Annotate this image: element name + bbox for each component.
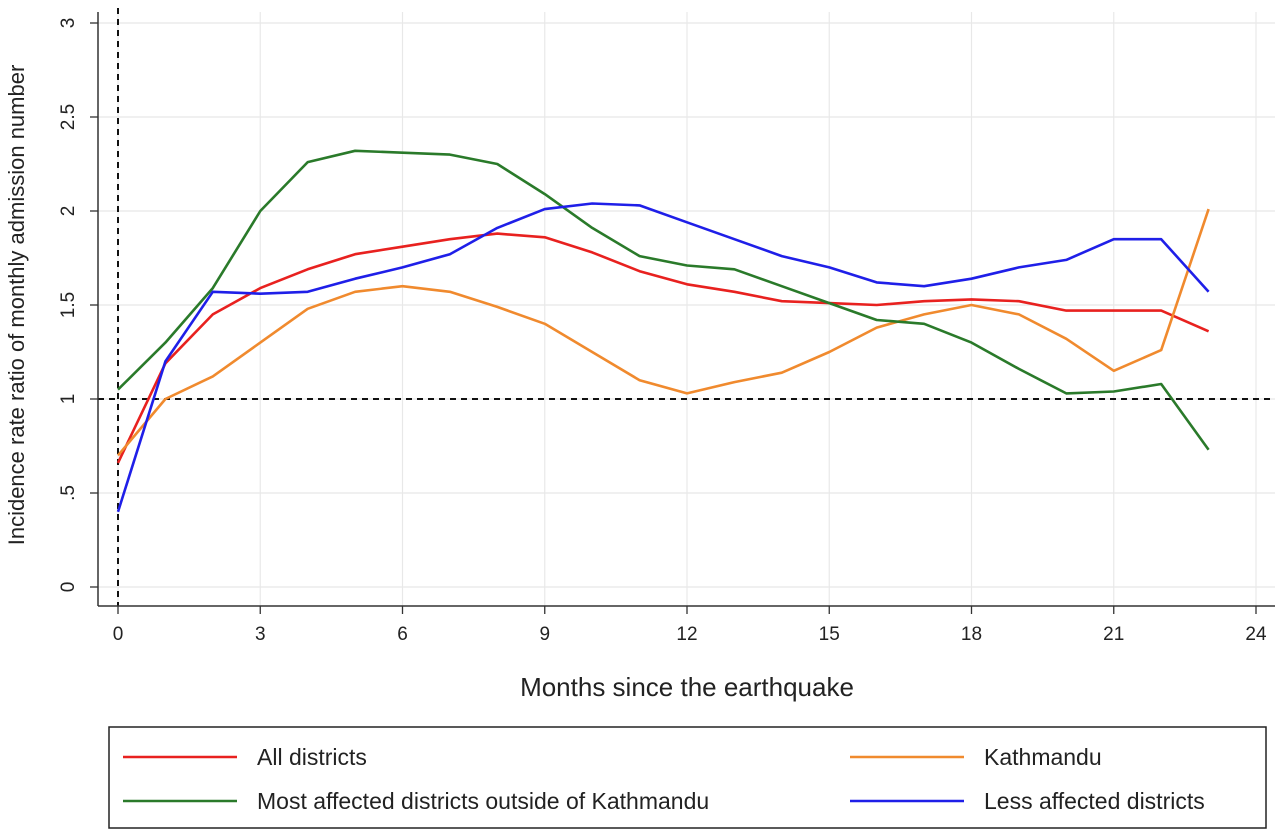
y-tick-label: 1 [58, 394, 79, 405]
series-lines [116, 149, 1210, 513]
x-tick-label: 21 [1103, 624, 1124, 645]
x-tick-label: 0 [113, 624, 124, 645]
reference-lines [98, 8, 1275, 606]
y-tick-label: 1.5 [58, 292, 79, 318]
series-line-all-districts [116, 232, 1210, 464]
grid-lines [98, 12, 1275, 606]
legend-label: Less affected districts [984, 788, 1205, 814]
x-tick-label: 24 [1245, 624, 1267, 645]
legend-label: All districts [257, 744, 367, 770]
legend-label: Most affected districts outside of Kathm… [257, 788, 709, 814]
y-tick-label: 0 [58, 582, 79, 593]
x-tick-label: 9 [539, 624, 550, 645]
x-tick-label: 12 [676, 624, 697, 645]
y-tick-label: .5 [58, 485, 79, 501]
x-tick-label: 6 [397, 624, 408, 645]
x-axis-title: Months since the earthquake [520, 672, 854, 702]
series-line-most-affected [117, 149, 1210, 451]
y-tick-label: 2 [58, 206, 79, 217]
tick-labels: 0 3 6 9 12 15 18 21 24 0 .5 1 1.5 2 2.5 3 [58, 18, 1267, 645]
x-tick-label: 3 [255, 624, 266, 645]
x-tick-label: 18 [961, 624, 982, 645]
legend-label: Kathmandu [984, 744, 1102, 770]
y-tick-label: 3 [58, 18, 79, 29]
y-axis-title: Incidence rate ratio of monthly admissio… [4, 65, 29, 546]
series-line-kathmandu [117, 208, 1210, 457]
y-tick-label: 2.5 [58, 104, 79, 130]
x-tick-label: 15 [819, 624, 840, 645]
series-line-less-affected [116, 202, 1210, 513]
legend-box [108, 726, 1267, 829]
legend: All districts Kathmandu Most affected dist… [108, 726, 1267, 829]
